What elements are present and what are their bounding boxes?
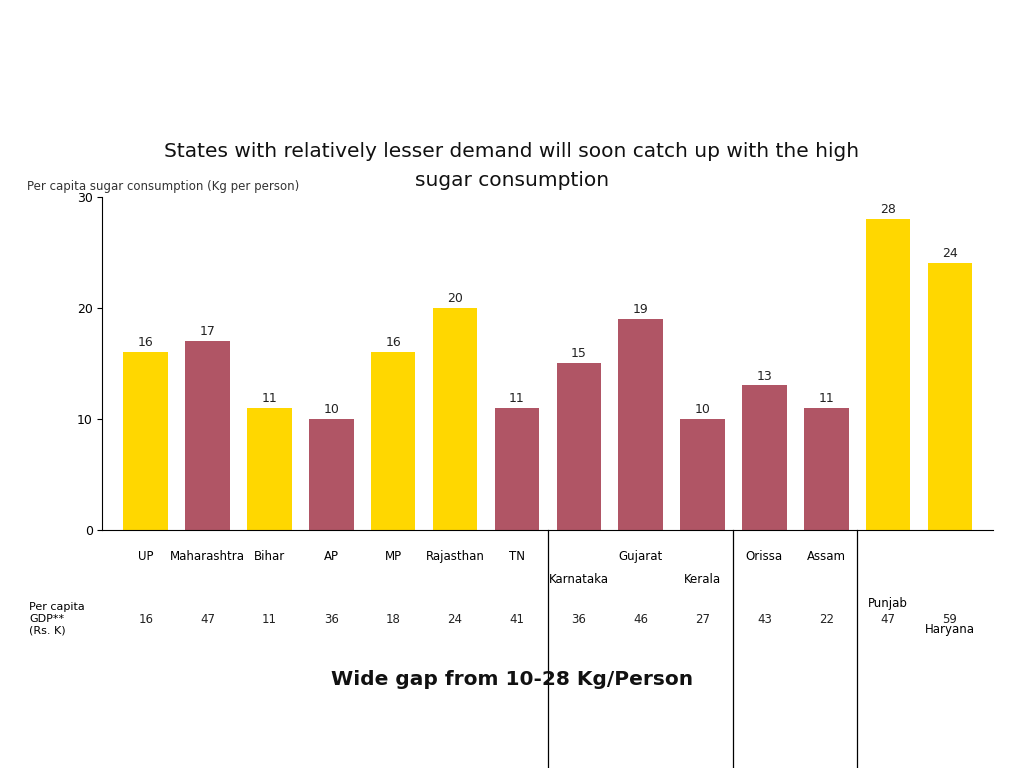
Text: 28: 28 [881, 203, 896, 216]
Text: 16: 16 [385, 336, 401, 349]
Text: 41: 41 [509, 613, 524, 625]
Text: Rajasthan: Rajasthan [426, 550, 484, 563]
Bar [556, 363, 601, 530]
Text: 20: 20 [447, 292, 463, 305]
Text: 11: 11 [261, 392, 278, 405]
Bar [495, 408, 540, 530]
Text: The Brand Behind The Brands: The Brand Behind The Brands [734, 728, 1004, 746]
Text: 47: 47 [200, 613, 215, 625]
Bar [309, 419, 353, 530]
Text: 36: 36 [324, 613, 339, 625]
Text: MP: MP [385, 550, 401, 563]
Text: Punjab: Punjab [868, 597, 908, 610]
Bar [866, 219, 910, 530]
Text: Wide gap from 10-28 Kg/Person: Wide gap from 10-28 Kg/Person [331, 670, 693, 689]
Text: 19: 19 [633, 303, 648, 316]
Text: 43: 43 [757, 613, 772, 625]
Text: 11: 11 [818, 392, 835, 405]
Bar [618, 319, 663, 530]
Text: TN: TN [509, 550, 525, 563]
Bar [928, 263, 972, 530]
Text: 36: 36 [571, 613, 586, 625]
Text: 16: 16 [138, 613, 154, 625]
Text: 27: 27 [695, 613, 710, 625]
Text: Karnataka: Karnataka [549, 573, 609, 586]
Bar [247, 408, 292, 530]
Bar [371, 353, 416, 530]
Text: OLAM: OLAM [46, 727, 119, 746]
Text: 24: 24 [942, 247, 957, 260]
Text: India- State wise per capita consumption: India- State wise per capita consumption [26, 36, 1023, 78]
Text: sugar consumption: sugar consumption [415, 171, 609, 190]
Text: Haryana: Haryana [925, 624, 975, 636]
Text: 22: 22 [819, 613, 834, 625]
Text: UP: UP [138, 550, 154, 563]
Text: 18: 18 [386, 613, 400, 625]
Bar [742, 386, 786, 530]
Text: 59: 59 [942, 613, 957, 625]
Text: 10: 10 [324, 403, 339, 416]
Bar [804, 408, 849, 530]
Text: 46: 46 [633, 613, 648, 625]
Text: 47: 47 [881, 613, 896, 625]
Bar [185, 341, 229, 530]
Text: AP: AP [324, 550, 339, 563]
Text: 24: 24 [447, 613, 463, 625]
Text: Per capita sugar consumption (Kg per person): Per capita sugar consumption (Kg per per… [27, 180, 299, 194]
Text: 13: 13 [757, 369, 772, 382]
Text: Per capita
GDP**
(Rs. K): Per capita GDP** (Rs. K) [30, 602, 85, 636]
Text: States with relatively lesser demand will soon catch up with the high: States with relatively lesser demand wil… [165, 142, 859, 161]
Bar [433, 308, 477, 530]
Text: 15: 15 [570, 347, 587, 360]
Text: 17: 17 [200, 326, 215, 338]
Text: 11: 11 [262, 613, 276, 625]
Text: 11: 11 [509, 392, 524, 405]
Text: Orissa: Orissa [745, 550, 783, 563]
Text: Kerala: Kerala [684, 573, 721, 586]
Text: 10: 10 [694, 403, 711, 416]
Bar [124, 353, 168, 530]
Text: Assam: Assam [807, 550, 846, 563]
Text: Gujarat: Gujarat [618, 550, 663, 563]
Text: Maharashtra: Maharashtra [170, 550, 245, 563]
Bar [680, 419, 725, 530]
Text: 16: 16 [138, 336, 154, 349]
Text: Bihar: Bihar [254, 550, 285, 563]
Text: ✿: ✿ [17, 723, 41, 751]
